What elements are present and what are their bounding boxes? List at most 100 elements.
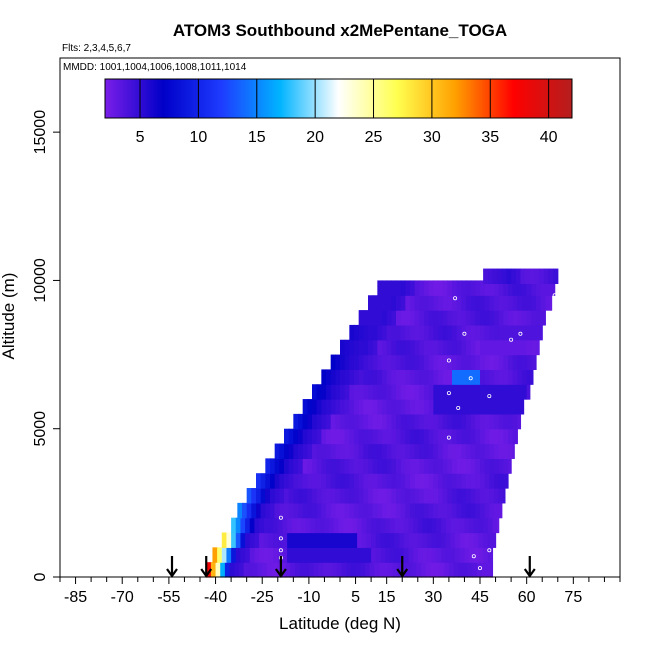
curtain-cell (403, 547, 410, 563)
curtain-cell (494, 384, 500, 400)
curtain-cell (461, 280, 467, 296)
curtain-cell (284, 473, 290, 489)
curtain-cell (288, 428, 294, 445)
curtain-cell (344, 354, 350, 370)
curtain-cell (512, 384, 518, 400)
curtain-cell (452, 295, 458, 311)
curtain-cell (414, 428, 420, 445)
curtain-cell (445, 532, 452, 548)
curtain-cell (452, 502, 458, 519)
curtain-cell (330, 399, 336, 415)
curtain-cell (442, 280, 448, 296)
curtain-cell (237, 502, 243, 519)
curtain-cell (310, 547, 316, 563)
curtain-cell (503, 443, 509, 459)
y-tick-label: 5000 (32, 411, 49, 447)
curtain-cell (358, 473, 364, 489)
curtain-cell (489, 413, 495, 430)
curtain-cell (363, 399, 369, 415)
curtain-cell (333, 547, 340, 563)
curtain-cell (442, 473, 448, 489)
curtain-cell (265, 502, 271, 519)
curtain-cell (316, 458, 322, 474)
curtain-cell (433, 310, 439, 326)
curtain-cell (553, 268, 559, 284)
curtain-cell (400, 310, 406, 326)
flights-label: Flts: 2,3,4,5,6,7 (62, 43, 131, 54)
curtain-cell (308, 562, 315, 578)
curtain-cell (354, 428, 360, 445)
curtain-cell (410, 399, 416, 415)
curtain-cell (424, 295, 430, 311)
curtain-cell (274, 502, 280, 519)
x-tick-label: -40 (204, 589, 227, 606)
curtain-cell (344, 413, 350, 430)
curtain-cell (414, 443, 420, 459)
curtain-cell (312, 488, 318, 504)
curtain-cell (498, 473, 504, 489)
curtain-cell (380, 547, 386, 563)
flight-arrow (523, 556, 536, 578)
curtain-cell (428, 488, 434, 504)
curtain-cell (285, 562, 291, 578)
curtain-cell (484, 413, 490, 430)
curtain-cell (249, 547, 256, 563)
curtain-cell (340, 339, 346, 356)
curtain-cell (475, 280, 481, 296)
curtain-cell (310, 517, 316, 534)
curtain-cell (455, 532, 461, 548)
curtain-cell (238, 562, 245, 578)
curtain-cell (368, 339, 374, 356)
curtain-cell (438, 295, 444, 311)
curtain-cell (480, 295, 486, 311)
curtain-cell (358, 384, 364, 400)
curtain-cell (487, 532, 494, 548)
curtain-cell (220, 562, 226, 578)
curtain-cell (452, 324, 458, 341)
curtain-cell (377, 473, 383, 489)
sample-point (518, 331, 523, 336)
curtain-cell (512, 428, 518, 445)
curtain-cell (396, 443, 402, 459)
curtain-cell (422, 532, 428, 548)
curtain-cell (375, 547, 382, 563)
curtain-cell (473, 547, 480, 563)
curtain-cell (349, 443, 355, 459)
curtain-cell (428, 399, 434, 415)
curtain-cell (442, 295, 448, 311)
curtain-cell (347, 532, 354, 548)
curtain-cell (240, 547, 246, 563)
curtain-cell (445, 517, 452, 534)
curtain-cell (288, 443, 294, 459)
curtain-cell (298, 473, 304, 489)
curtain-cell (335, 443, 341, 459)
sample-point (477, 566, 482, 571)
curtain-cell (382, 502, 388, 519)
x-tick-label: -55 (157, 589, 180, 606)
curtain-cell (433, 413, 439, 430)
curtain-cell (312, 413, 318, 430)
curtain-cell (461, 488, 467, 504)
curtain-cell (321, 458, 327, 474)
curtain-cell (273, 547, 279, 563)
curtain-cell (442, 413, 448, 430)
curtain-cell (405, 443, 411, 459)
curtain-cell (254, 517, 260, 534)
curtain-cell (489, 295, 495, 311)
curtain-cell (466, 324, 472, 341)
curtain-cell (447, 324, 453, 341)
curtain-cell (394, 532, 400, 548)
curtain-cell (274, 443, 280, 459)
curtain-cell (508, 384, 514, 400)
x-tick-label: 15 (378, 589, 396, 606)
curtain-cell (478, 517, 484, 534)
y-axis: 0 5000 10000 15000 (32, 110, 60, 581)
curtain-cell (410, 473, 416, 489)
curtain-cell (313, 562, 319, 578)
curtain-cell (475, 413, 481, 430)
curtain-cell (396, 413, 402, 430)
curtain-cell (259, 517, 265, 534)
curtain-cell (324, 517, 330, 534)
curtain-cell (464, 517, 470, 534)
curtain-cell (489, 502, 495, 519)
